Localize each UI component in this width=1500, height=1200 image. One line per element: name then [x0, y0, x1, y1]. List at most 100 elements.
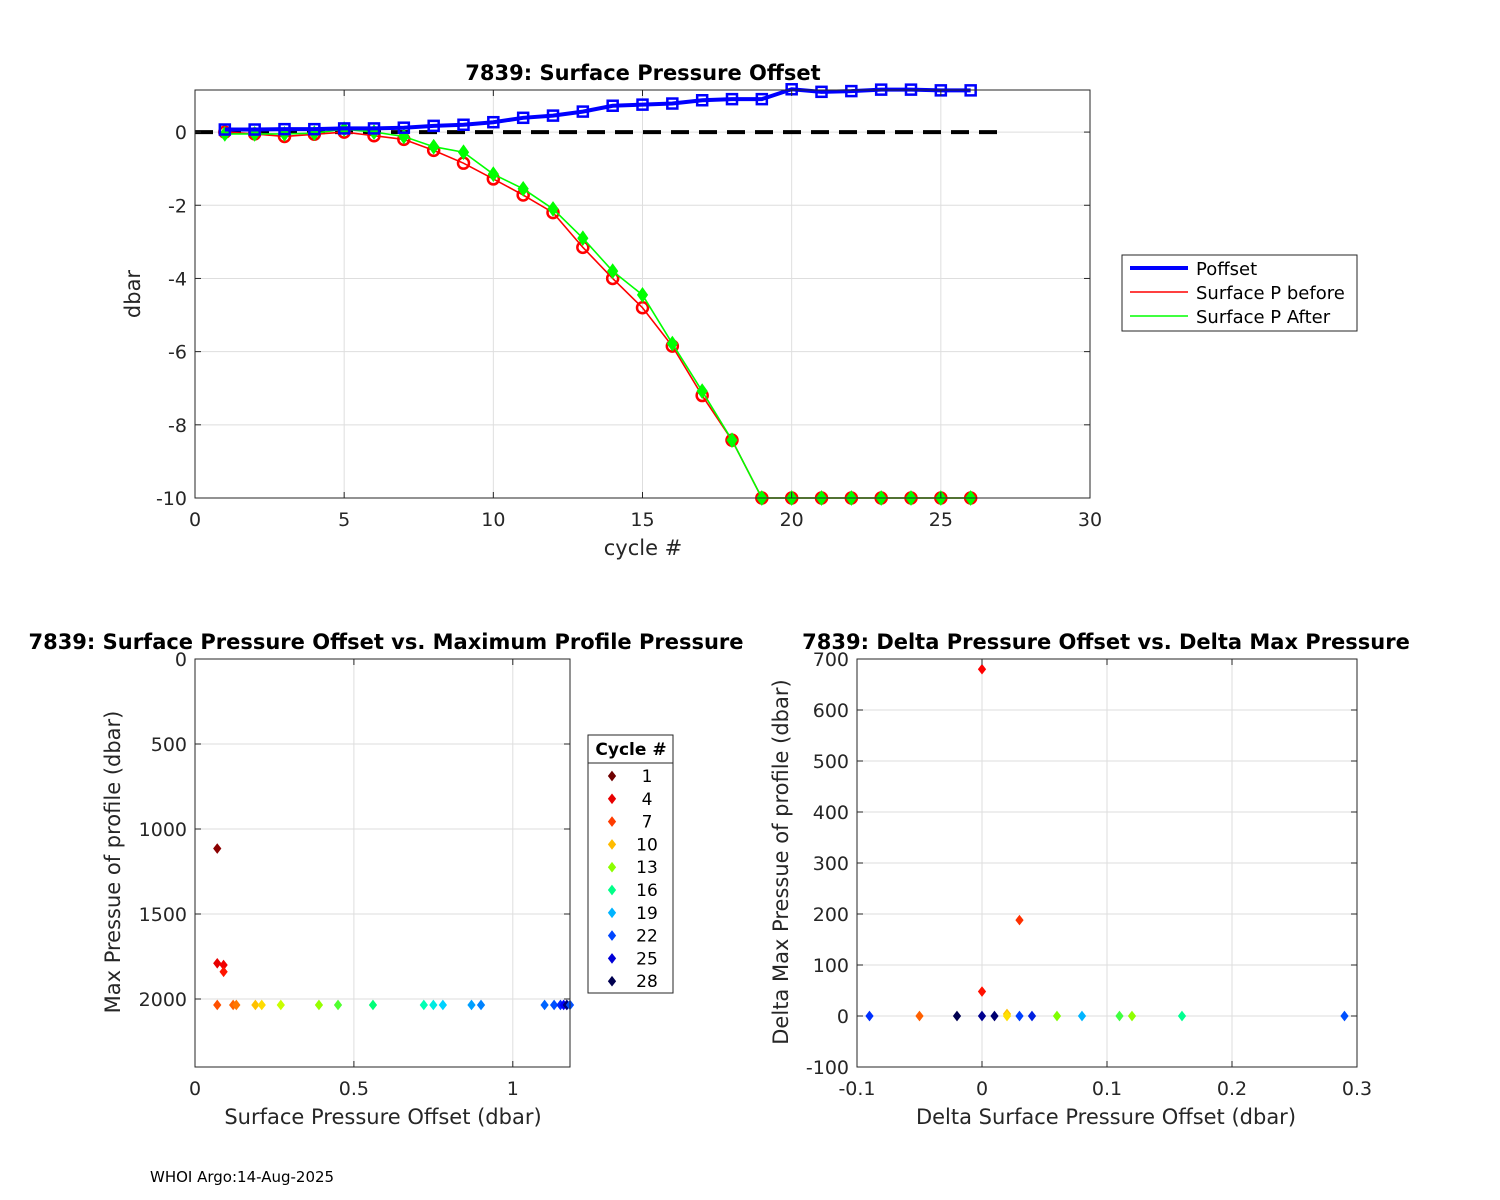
bl-legend-label-16: 16 [636, 881, 658, 901]
top-y-label: dbar [121, 270, 145, 319]
top-series [218, 83, 978, 506]
series-surface-p-after-marker [726, 432, 738, 449]
bl-legend-marker-4 [607, 793, 617, 805]
bl-data-point [549, 999, 559, 1011]
series-poffset-marker [248, 123, 261, 136]
bl-legend-label-4: 4 [642, 790, 653, 810]
bl-plot-area [195, 659, 570, 1067]
series-surface-p-after-marker [636, 287, 649, 303]
series-surface-p-after-marker [487, 166, 499, 183]
br-x-tick-label: 0.3 [1342, 1078, 1372, 1100]
series-poffset-marker [546, 109, 560, 122]
bl-data-point [476, 999, 486, 1011]
bl-legend-title: Cycle # [595, 740, 666, 760]
bl-x-tick-label: 0.5 [339, 1078, 369, 1100]
bl-data-point [467, 999, 476, 1011]
br-data-point [1015, 1010, 1024, 1022]
top-x-ticks: 0 5 10 15 20 25 30 [189, 90, 1102, 531]
br-data-point [1115, 1010, 1124, 1022]
bl-y-tick-label: 0 [175, 649, 187, 671]
br-x-tick-label: 0 [976, 1078, 988, 1100]
bl-data-point [213, 999, 222, 1011]
series-poffset-marker [278, 122, 291, 136]
br-data-point [1052, 1010, 1062, 1022]
bl-legend-label-7: 7 [642, 813, 653, 833]
bl-y-tick-label: 1000 [139, 819, 187, 841]
bl-legend-marker-19 [607, 907, 617, 919]
bl-legend-marker-28 [607, 975, 617, 987]
bottom-left-chart: 0 0.5 1 0 500 1000 1500 2000 7839: Surface Pre… [28, 630, 743, 1129]
bl-x-label: Surface Pressure Offset (dbar) [224, 1105, 541, 1129]
bl-legend-label-22: 22 [636, 927, 658, 947]
bl-title: 7839: Surface Pressure Offset vs. Maximu… [28, 630, 743, 654]
series-poffset-marker [367, 122, 381, 135]
br-y-tick-label: 600 [813, 700, 849, 722]
br-data-point [977, 986, 987, 997]
bl-x-ticks: 0 0.5 1 [189, 659, 519, 1100]
series-surface-p-after-marker [428, 138, 440, 155]
br-y-tick-label: 300 [813, 853, 849, 875]
series-surface-p-after-marker [696, 383, 708, 400]
top-y-tick-label: -10 [156, 488, 187, 510]
bl-legend-marker-1 [607, 770, 617, 782]
bl-data-point [257, 999, 266, 1011]
bl-y-tick-label: 1500 [139, 904, 187, 926]
series-poffset-marker [457, 118, 470, 132]
series-surface-p-after-marker [666, 335, 678, 352]
series-surface-p-after-marker [547, 201, 559, 217]
top-chart: 0 5 10 15 20 25 30 -10 -8 -6 -4 -2 0 7839: Surface … [121, 61, 1358, 560]
series-surface-p-after-marker [457, 144, 470, 161]
bl-data-point [438, 999, 448, 1011]
br-y-tick-label: 200 [813, 904, 849, 926]
series-poffset-marker [397, 121, 411, 134]
series-poffset-marker [725, 92, 739, 106]
br-y-tick-label: 400 [813, 802, 849, 824]
bl-legend-label-19: 19 [636, 904, 658, 924]
br-y-tick-label: -100 [806, 1057, 849, 1079]
series-poffset-marker [636, 98, 649, 111]
top-y-tick-label: -6 [168, 342, 187, 364]
br-data-point [977, 663, 987, 675]
bottom-right-chart: -0.1 0 0.1 0.2 0.3 -100 0 100 200 300 400 500 600 70… [769, 630, 1410, 1129]
top-x-tick-label: 30 [1078, 509, 1102, 531]
series-poffset-marker [487, 115, 500, 129]
bl-y-ticks: 0 500 1000 1500 2000 [139, 649, 570, 1011]
footer-text: WHOI Argo:14-Aug-2025 [150, 1168, 334, 1186]
series-poffset-marker [695, 93, 709, 107]
series-poffset-marker [427, 119, 440, 133]
bl-x-tick-label: 0 [189, 1078, 201, 1100]
legend-poffset-label: Poffset [1196, 259, 1257, 280]
top-x-tick-label: 25 [929, 509, 953, 531]
br-data-point [952, 1010, 962, 1022]
bl-legend-label-28: 28 [636, 972, 658, 992]
top-y-tick-label: -2 [168, 195, 187, 217]
bl-legend-marker-7 [607, 816, 617, 827]
series-poffset-marker [308, 122, 321, 136]
br-data-point [990, 1010, 999, 1022]
top-x-tick-label: 10 [481, 509, 505, 531]
top-y-tick-label: -4 [168, 268, 187, 290]
bl-data-point [213, 957, 222, 969]
bl-legend-label-13: 13 [636, 858, 658, 878]
top-y-ticks: -10 -8 -6 -4 -2 0 [156, 122, 1090, 510]
series-surface-p-after-marker [517, 180, 529, 197]
bl-frame [194, 658, 571, 1068]
br-data-point [1002, 1010, 1012, 1022]
bl-y-tick-label: 500 [151, 734, 187, 756]
bl-data-point [314, 999, 324, 1011]
br-y-tick-label: 100 [813, 955, 849, 977]
series-poffset-marker [845, 84, 858, 98]
bl-legend-marker-13 [607, 861, 617, 873]
bl-data-point [333, 999, 343, 1011]
series-poffset-marker [666, 97, 679, 110]
bl-data-point [219, 966, 228, 978]
br-data-point [1077, 1010, 1087, 1022]
br-data-point [1027, 1010, 1037, 1022]
br-data-point [915, 1010, 924, 1022]
bl-legend-label-25: 25 [636, 949, 658, 969]
bl-y-tick-label: 2000 [139, 989, 187, 1011]
bl-data-point [429, 999, 438, 1011]
series-poffset-marker [218, 123, 232, 136]
